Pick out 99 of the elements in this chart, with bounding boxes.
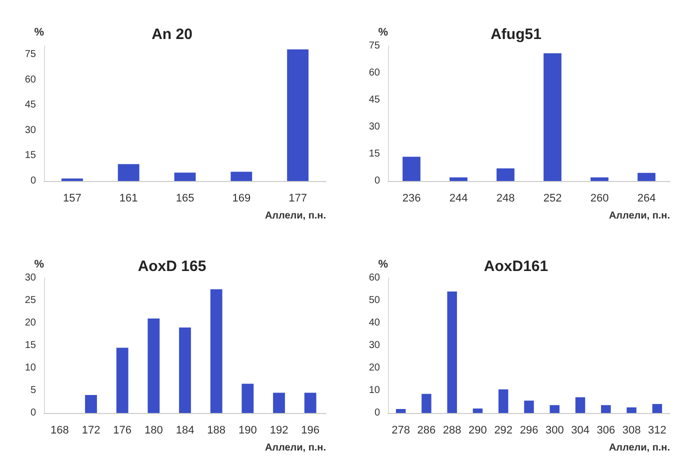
bar <box>304 392 316 413</box>
x-axis-title: Аллели, п.н. <box>608 210 670 222</box>
y-tick-label: 15 <box>368 148 380 160</box>
y-tick-label: 30 <box>368 122 380 132</box>
y-tick-label: 0 <box>374 176 380 186</box>
x-tick-label: 176 <box>113 424 132 436</box>
bar <box>472 408 483 413</box>
x-tick-label: 300 <box>545 424 564 436</box>
y-tick-label: 15 <box>24 340 36 351</box>
bar <box>626 407 636 413</box>
bar <box>287 49 309 181</box>
y-tick-label: 75 <box>368 40 380 52</box>
y-tick-label: 5 <box>30 385 36 396</box>
y-tick-label: 25 <box>24 295 36 306</box>
bar <box>447 292 457 413</box>
y-tick-label: 30 <box>24 124 36 136</box>
y-tick-label: 0 <box>30 176 36 186</box>
bar <box>402 156 420 181</box>
x-tick-label: 168 <box>50 424 69 436</box>
bar <box>230 172 252 181</box>
y-axis-title: % <box>34 26 44 38</box>
bar <box>85 395 97 413</box>
bar <box>652 404 662 413</box>
bar <box>550 405 560 413</box>
x-tick-label: 296 <box>520 424 538 436</box>
x-tick-label: 248 <box>496 192 515 204</box>
bar <box>174 172 196 181</box>
x-tick-label: 188 <box>207 424 226 436</box>
bar <box>544 53 562 181</box>
bar <box>422 394 432 413</box>
y-tick-label: 0 <box>374 408 380 418</box>
x-tick-label: 192 <box>270 424 288 436</box>
x-tick-label: 180 <box>144 424 163 436</box>
y-tick-label: 60 <box>368 68 380 78</box>
x-tick-label: 252 <box>543 192 562 204</box>
bar <box>148 318 160 413</box>
bar <box>118 164 140 181</box>
x-tick-label: 264 <box>637 192 656 204</box>
bar <box>638 172 656 181</box>
bar <box>396 408 406 413</box>
y-tick-label: 40 <box>368 318 380 328</box>
bar <box>273 392 285 413</box>
y-tick-label: 10 <box>24 362 36 374</box>
y-axis-title: % <box>34 258 44 270</box>
chart-title: AoxD161 <box>484 258 548 275</box>
bar <box>590 177 608 181</box>
x-tick-label: 292 <box>494 424 513 436</box>
x-tick-label: 260 <box>590 192 609 204</box>
y-tick-label: 30 <box>368 340 380 351</box>
y-tick-label: 15 <box>24 150 36 162</box>
x-tick-label: 290 <box>468 424 487 436</box>
x-tick-label: 306 <box>596 424 616 436</box>
x-tick-label: 196 <box>301 424 320 436</box>
bar <box>179 328 191 413</box>
x-tick-label: 165 <box>176 192 194 204</box>
y-tick-label: 60 <box>368 272 380 284</box>
y-tick-label: 20 <box>24 318 36 328</box>
x-tick-label: 172 <box>82 424 100 436</box>
y-axis-title: % <box>378 258 388 270</box>
x-tick-label: 312 <box>648 424 666 436</box>
chart-title: AoxD 165 <box>138 258 206 275</box>
y-tick-label: 50 <box>368 295 380 306</box>
x-tick-label: 177 <box>288 192 307 204</box>
x-tick-label: 244 <box>449 192 468 204</box>
bar <box>450 177 468 181</box>
x-tick-label: 304 <box>571 424 590 436</box>
bar <box>116 348 128 413</box>
bar <box>601 405 611 413</box>
y-tick-label: 20 <box>368 362 380 374</box>
bar <box>524 400 534 413</box>
chart-title: Afug51 <box>490 26 542 43</box>
y-tick-label: 45 <box>368 94 380 106</box>
x-tick-label: 161 <box>119 192 138 204</box>
bar <box>496 168 514 181</box>
x-axis-title: Аллели, п.н. <box>264 210 326 222</box>
x-tick-label: 286 <box>417 424 436 436</box>
y-tick-label: 10 <box>368 385 380 396</box>
y-axis-title: % <box>378 26 388 38</box>
y-tick-label: 60 <box>24 74 36 86</box>
x-axis-title: Аллели, п.н. <box>264 442 326 454</box>
y-tick-label: 0 <box>30 408 36 418</box>
y-tick-label: 75 <box>24 48 36 60</box>
x-tick-label: 184 <box>176 424 194 436</box>
y-tick-label: 45 <box>24 100 36 111</box>
x-tick-label: 236 <box>402 192 421 204</box>
x-tick-label: 278 <box>392 424 410 436</box>
y-tick-label: 30 <box>24 272 36 284</box>
bar <box>498 389 508 413</box>
bar <box>242 384 254 413</box>
chart-title: An 20 <box>152 26 192 43</box>
bar <box>575 397 586 413</box>
bar <box>61 178 83 181</box>
x-tick-label: 288 <box>442 424 462 436</box>
x-tick-label: 190 <box>238 424 257 436</box>
x-tick-label: 308 <box>622 424 641 436</box>
x-tick-label: 157 <box>63 192 82 204</box>
bar <box>210 289 222 413</box>
x-axis-title: Аллели, п.н. <box>608 442 670 454</box>
x-tick-label: 169 <box>232 192 251 204</box>
